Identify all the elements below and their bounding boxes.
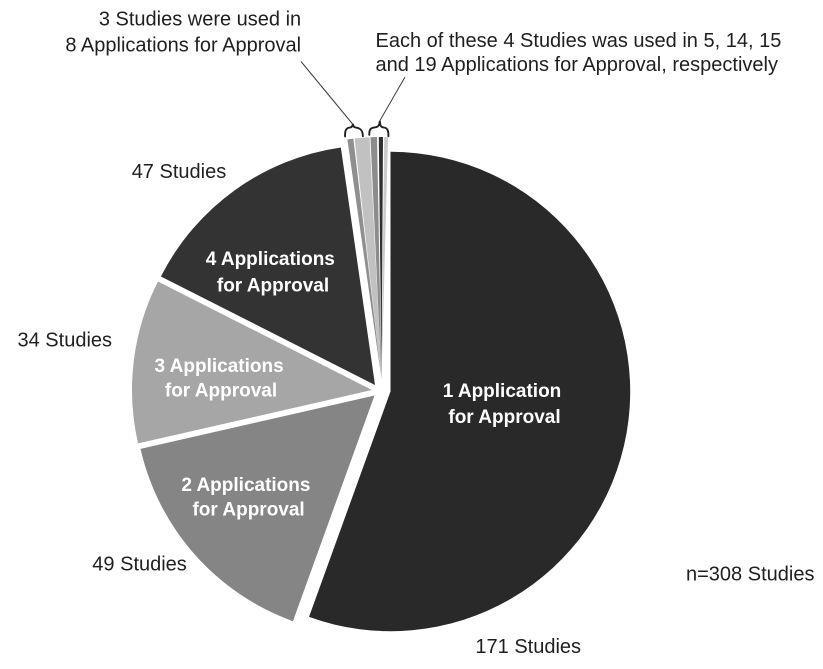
svg-text:n=308 Studies: n=308 Studies [686,564,814,586]
svg-text:8 Applications for Approval: 8 Applications for Approval [65,35,301,57]
svg-text:171 Studies: 171 Studies [475,636,581,658]
svg-text:49 Studies: 49 Studies [92,554,187,576]
svg-text:3 Applications: 3 Applications [155,356,284,377]
svg-text:for Approval: for Approval [448,407,560,428]
svg-text:4 Applications: 4 Applications [206,249,335,270]
svg-text:47 Studies: 47 Studies [132,161,227,183]
svg-text:for Approval: for Approval [192,499,304,520]
svg-text:2 Applications: 2 Applications [181,475,310,496]
svg-text:34 Studies: 34 Studies [18,330,113,352]
svg-text:1 Application: 1 Application [443,381,562,402]
svg-text:and 19 Applications for Approv: and 19 Applications for Approval, respec… [376,54,778,76]
svg-text:3 Studies were used in: 3 Studies were used in [99,9,301,31]
svg-text:Each of these 4 Studies was us: Each of these 4 Studies was used in 5, 1… [376,30,782,52]
svg-text:for Approval: for Approval [165,380,277,401]
svg-text:for Approval: for Approval [217,275,329,296]
